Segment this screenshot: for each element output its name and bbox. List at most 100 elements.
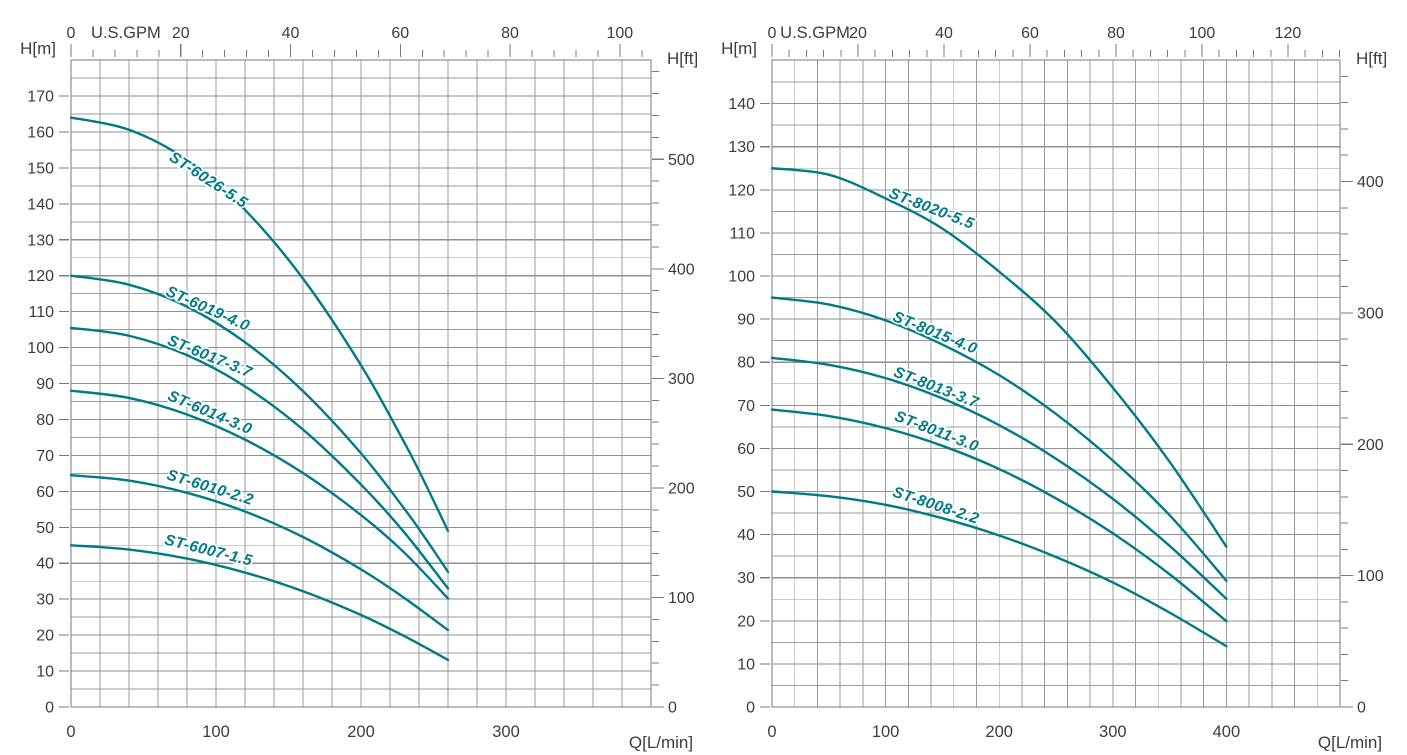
- y-left-tick-label: 170: [27, 89, 54, 106]
- grid: [772, 60, 1340, 707]
- y-left-tick-label: 80: [36, 412, 54, 429]
- y-left-tick-label: 140: [728, 96, 755, 113]
- curve-ST-8015-4.0: [770, 296, 1228, 582]
- y-left-tick-label: 100: [728, 269, 755, 286]
- y-left-tick-label: 90: [36, 376, 54, 393]
- x-bottom-tick-label: 200: [985, 723, 1013, 741]
- x-bottom-axis-title: Q[L/min]: [629, 733, 693, 752]
- curve-ST-8013-3.7: [770, 356, 1228, 601]
- y-right-tick-label: 400: [1357, 174, 1384, 191]
- x-bottom-axis-title: Q[L/min]: [1318, 733, 1382, 752]
- y-right-tick-label: 200: [1357, 437, 1384, 454]
- y-right-tick-label: 100: [1357, 568, 1384, 585]
- x-bottom-tick-label: 0: [66, 723, 75, 741]
- curve-ST-6026-5.5: [69, 116, 450, 533]
- curve-label-ST-6010-2.2: ST-6010-2.2: [165, 467, 256, 509]
- plot-border: [70, 59, 652, 708]
- x-bottom-tick-label: 300: [1099, 723, 1127, 741]
- grid: [71, 60, 651, 707]
- curve-ST-8020-5.5: [770, 167, 1228, 548]
- curve-ST-8008-2.2: [770, 490, 1228, 648]
- y-left-tick-label: 10: [737, 656, 755, 673]
- y-left-tick-label: 100: [27, 340, 54, 357]
- y-left-tick-label: 10: [36, 664, 54, 681]
- plot-border: [771, 59, 1341, 708]
- y-left-tick-label: 30: [737, 570, 755, 587]
- y-left-tick-label: 120: [728, 182, 755, 199]
- axis-labels: 0 10 20 30 40 50 60 70 80 90 100 110 120 130 140 150 160…: [20, 24, 698, 752]
- y-left-tick-label: 30: [36, 592, 54, 609]
- y-left-tick-label: 130: [27, 232, 54, 249]
- y-left-tick-label: 70: [36, 448, 54, 465]
- curve-label-ST-8008-2.2: ST-8008-2.2: [891, 484, 982, 528]
- x-top-tick-label: 100: [1189, 25, 1216, 42]
- y-right-tick-label: 300: [1357, 305, 1384, 322]
- curve-label-ST-6019-4.0: ST-6019-4.0: [163, 283, 252, 335]
- y-right-tick-label: 0: [1357, 700, 1366, 717]
- curve-ST-6007-1.5: [69, 544, 450, 662]
- curve-ST-6010-2.2: [69, 473, 450, 632]
- y-left-tick-label: 60: [36, 484, 54, 501]
- x-top-tick-label: 0: [768, 25, 777, 42]
- axis-ticks: [59, 44, 664, 708]
- y-left-tick-label: 0: [746, 700, 755, 717]
- y-left-tick-label: 130: [728, 139, 755, 156]
- y-right-tick-label: 0: [668, 700, 677, 717]
- x-top-tick-label: 20: [849, 25, 867, 42]
- y-left-tick-label: 80: [737, 355, 755, 372]
- curve-ST-6014-3.0: [69, 389, 450, 600]
- y-right-axis-title: H[ft]: [1356, 49, 1387, 68]
- y-right-tick-label: 300: [668, 371, 695, 388]
- curve-label-ST-6026-5.5: ST-6026-5.5: [166, 149, 250, 212]
- y-left-tick-label: 110: [28, 304, 54, 321]
- x-bottom-tick-label: 0: [767, 723, 776, 741]
- y-right-axis-title: H[ft]: [667, 49, 698, 68]
- y-left-tick-label: 150: [27, 160, 54, 177]
- y-left-tick-label: 20: [36, 628, 54, 645]
- x-top-tick-label: 80: [1107, 25, 1125, 42]
- x-bottom-tick-label: 200: [347, 723, 375, 741]
- chart-st-80-series: 0 10 20 30 40 50 60 70 80 90 100 110 120 130 140 H[m] 0 1…: [721, 24, 1387, 752]
- y-left-tick-label: 50: [36, 520, 54, 537]
- x-top-tick-label: 100: [606, 25, 633, 42]
- x-top-tick-label: 120: [1275, 25, 1302, 42]
- x-top-tick-label: 60: [391, 25, 409, 42]
- x-top-tick-label: 0: [67, 25, 76, 42]
- y-left-tick-label: 140: [27, 196, 54, 213]
- x-bottom-tick-label: 400: [1213, 723, 1241, 741]
- x-top-axis-title: U.S.GPM: [91, 24, 161, 42]
- x-top-tick-label: 20: [172, 25, 190, 42]
- y-right-tick-label: 200: [668, 480, 695, 497]
- y-left-tick-label: 120: [27, 268, 54, 285]
- y-right-tick-label: 400: [668, 261, 695, 278]
- y-right-tick-label: 500: [668, 152, 695, 169]
- axis-labels: 0 10 20 30 40 50 60 70 80 90 100 110 120 130 140 H[m] 0 1…: [721, 24, 1387, 752]
- curve-label-ST-6014-3.0: ST-6014-3.0: [165, 387, 254, 438]
- y-left-tick-label: 60: [737, 441, 755, 458]
- y-left-tick-label: 160: [27, 124, 54, 141]
- y-left-tick-label: 0: [45, 700, 54, 717]
- y-left-axis-title: H[m]: [721, 39, 757, 58]
- y-left-tick-label: 20: [737, 613, 755, 630]
- x-top-tick-label: 40: [282, 25, 300, 42]
- y-left-tick-label: 90: [737, 312, 755, 329]
- y-left-axis-title: H[m]: [20, 39, 56, 58]
- x-top-tick-label: 60: [1021, 25, 1039, 42]
- curve-ST-8011-3.0: [770, 408, 1228, 623]
- x-top-tick-label: 80: [501, 25, 519, 42]
- y-left-tick-label: 50: [737, 484, 755, 501]
- curve-label-ST-8015-4.0: ST-8015-4.0: [890, 308, 980, 357]
- chart-st-60-series: 0 10 20 30 40 50 60 70 80 90 100 110 120 130 140 150 160…: [20, 24, 698, 752]
- x-top-axis-title: U.S.GPM: [780, 24, 850, 42]
- y-right-tick-label: 100: [668, 590, 695, 607]
- y-left-tick-label: 110: [729, 225, 755, 242]
- y-left-tick-label: 40: [737, 527, 755, 544]
- y-left-tick-label: 70: [737, 398, 755, 415]
- x-bottom-tick-label: 100: [872, 723, 900, 741]
- pump-curves: ST-6026-5.5ST-6019-4.0ST-6017-3.7ST-6014…: [69, 116, 450, 662]
- x-bottom-tick-label: 300: [492, 723, 520, 741]
- curve-ST-6019-4.0: [69, 274, 450, 574]
- x-bottom-tick-label: 100: [202, 723, 230, 741]
